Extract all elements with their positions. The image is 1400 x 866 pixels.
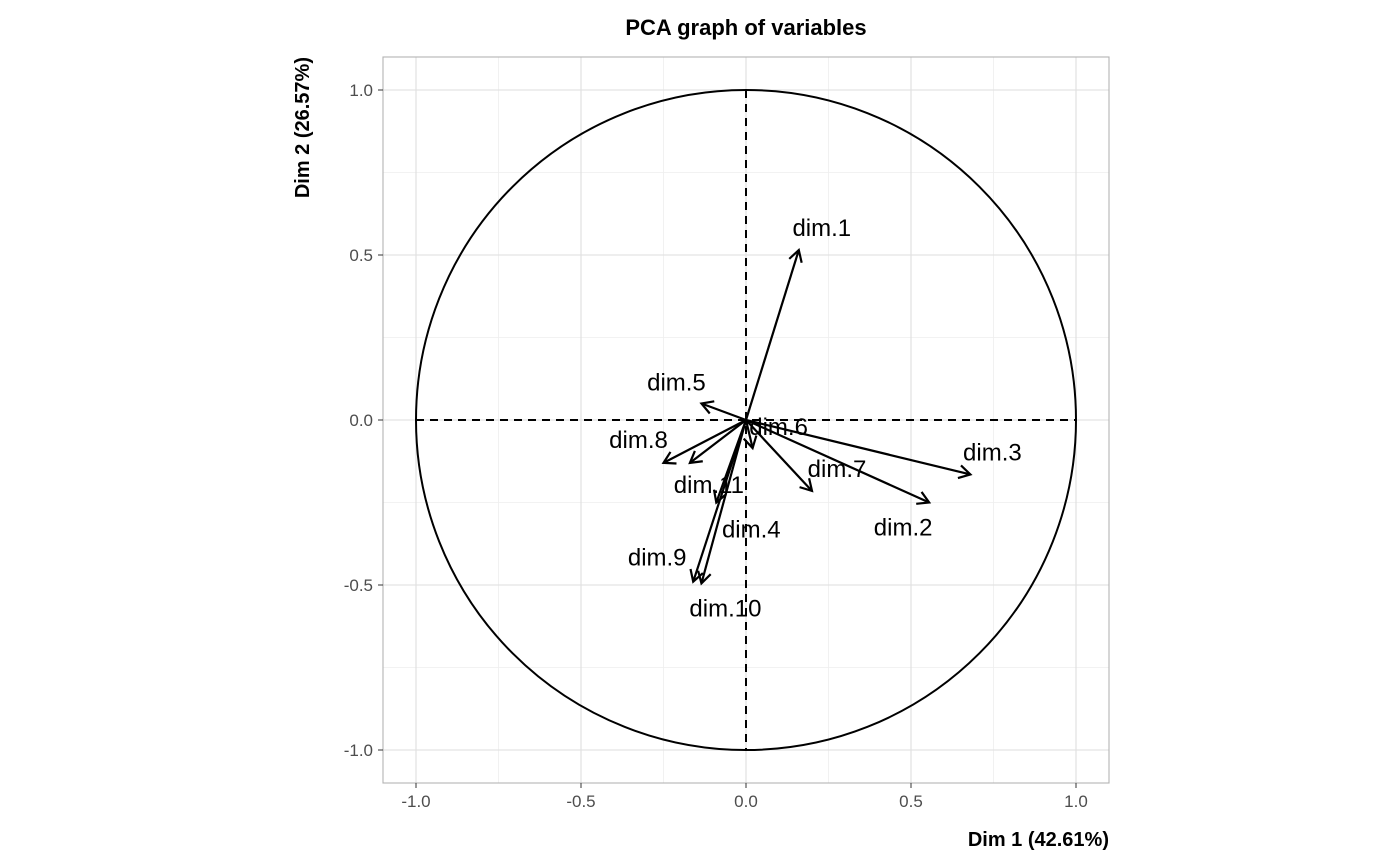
arrowhead-dim-10 <box>697 570 712 586</box>
arrowhead-dim-5 <box>699 400 715 415</box>
y-tick-label: 0.0 <box>349 411 373 430</box>
y-axis-label: Dim 2 (26.57%) <box>292 57 314 198</box>
label-dim-2: dim.2 <box>874 515 933 542</box>
arrow-dim-11 <box>689 419 747 464</box>
arrowhead-dim-11 <box>688 450 703 465</box>
label-dim-8: dim.8 <box>609 427 668 454</box>
y-tick-label: 0.5 <box>349 246 373 265</box>
label-dim-10: dim.10 <box>689 595 761 622</box>
label-dim-5: dim.5 <box>647 370 706 397</box>
x-tick-label: -0.5 <box>566 792 595 811</box>
y-tick-label: -1.0 <box>344 741 373 760</box>
label-dim-1: dim.1 <box>792 215 851 242</box>
label-dim-3: dim.3 <box>963 439 1022 466</box>
arrowhead-dim-4 <box>712 489 727 505</box>
arrow-dim-5 <box>701 402 747 422</box>
variable-arrows <box>661 247 973 586</box>
arrow-dim-10 <box>700 419 748 584</box>
x-tick-label: 0.0 <box>734 792 758 811</box>
arrow-dim-7 <box>745 419 813 492</box>
arrowhead-dim-7 <box>799 478 814 493</box>
x-axis-label: Dim 1 (42.61%) <box>968 829 1109 851</box>
tick-labels: -1.0 -0.5 0.0 0.5 1.0 -1.0 -0.5 0.0 0.5 1.0 <box>344 81 1088 811</box>
y-tick-label: -0.5 <box>344 576 373 595</box>
arrow-dim-8 <box>662 419 747 464</box>
x-tick-label: -1.0 <box>401 792 430 811</box>
label-dim-7: dim.7 <box>808 456 867 483</box>
y-tick-label: 1.0 <box>349 81 373 100</box>
x-tick-label: 0.5 <box>899 792 923 811</box>
x-tick-label: 1.0 <box>1064 792 1088 811</box>
label-dim-4: dim.4 <box>722 517 781 544</box>
label-dim-6: dim.6 <box>749 414 808 441</box>
arrow-dim-3 <box>745 418 971 476</box>
arrow-dim-9 <box>692 419 748 583</box>
arrowhead-dim-2 <box>916 491 932 505</box>
label-dim-11: dim.11 <box>674 472 744 499</box>
chart-title: PCA graph of variables <box>625 15 866 40</box>
arrowhead-dim-8 <box>661 451 677 465</box>
arrowhead-dim-3 <box>957 464 973 480</box>
arrow-dim-6 <box>744 419 754 449</box>
correlation-circle <box>415 89 1077 751</box>
arrowhead-dim-1 <box>788 247 803 263</box>
arrowhead-dim-6 <box>742 435 758 451</box>
arrow-dim-2 <box>745 418 930 504</box>
arrow-dim-1 <box>744 249 800 421</box>
label-dim-9: dim.9 <box>628 545 687 572</box>
